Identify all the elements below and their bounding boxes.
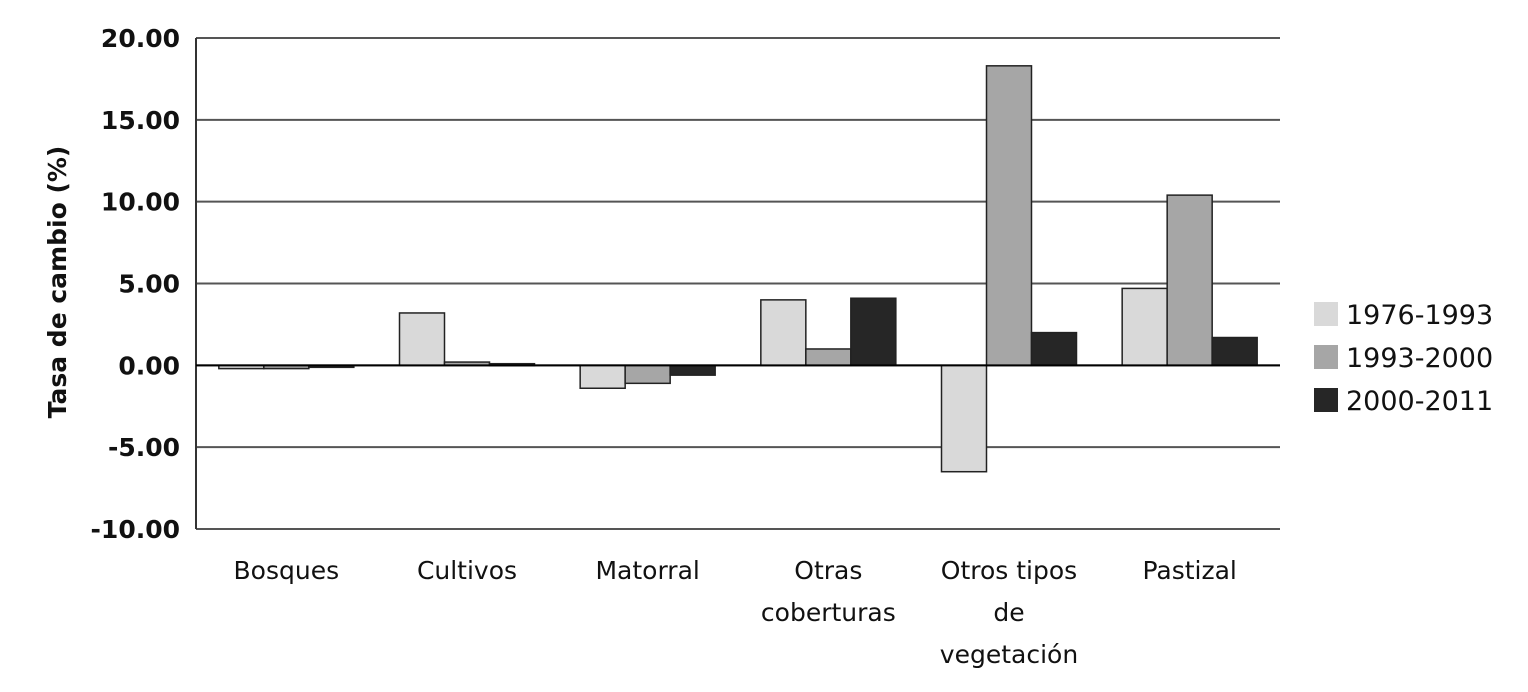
x-category-label: Otras [794,556,862,585]
x-category-label: Bosques [234,556,340,585]
x-category-labels: Bosques Cultivos Matorral Otras coberturas Ot… [234,556,1237,669]
bar-1976-1993-cat4 [940,364,988,473]
bar-2000-2011-cat5 [1211,336,1258,367]
bar-1993-2000-cat2 [624,364,671,385]
bar-1976-1993-cat1 [398,312,446,367]
legend-swatch-1993-2000 [1314,345,1338,369]
legend-swatch-1976-1993 [1314,302,1338,326]
bars [218,65,1258,473]
gridlines [196,37,1280,530]
x-category-label: Cultivos [417,556,517,585]
bar-1993-2000-cat3 [805,348,852,367]
y-tick-label: -10.00 [91,515,180,544]
legend-label: 1993-2000 [1346,343,1493,374]
y-tick-label: 10.00 [101,188,180,217]
bar-1976-1993-cat2 [579,364,626,389]
y-tick-label: 15.00 [101,106,180,135]
x-category-label: vegetación [940,640,1078,669]
x-category-label: Otros tipos [941,556,1077,585]
axes [195,38,1280,529]
legend-label: 2000-2011 [1346,386,1493,417]
bar-2000-2011-cat3 [850,297,897,367]
x-category-label: Pastizal [1142,556,1236,585]
x-category-label: Matorral [595,556,699,585]
bar-2000-2011-cat2 [669,364,716,376]
bar-2000-2011-cat4 [1030,331,1078,367]
y-axis-label: Tasa de cambio (%) [43,146,72,419]
y-tick-labels: 20.00 15.00 10.00 5.00 0.00 -5.00 -10.00 [91,24,180,544]
y-tick-label: 20.00 [101,24,180,53]
y-tick-label: 5.00 [118,270,180,299]
x-category-label: coberturas [761,598,896,627]
y-tick-label: 0.00 [118,351,180,380]
y-tick-label: -5.00 [108,433,180,462]
legend-label: 1976-1993 [1346,300,1493,331]
bar-1993-2000-cat5 [1166,194,1213,367]
legend: 1976-1993 1993-2000 2000-2011 [1314,300,1493,417]
bar-1976-1993-cat5 [1121,287,1168,367]
bar-1976-1993-cat3 [760,299,807,367]
legend-swatch-2000-2011 [1314,388,1338,412]
bar-1993-2000-cat4 [985,65,1033,367]
x-category-label: de [993,598,1024,627]
